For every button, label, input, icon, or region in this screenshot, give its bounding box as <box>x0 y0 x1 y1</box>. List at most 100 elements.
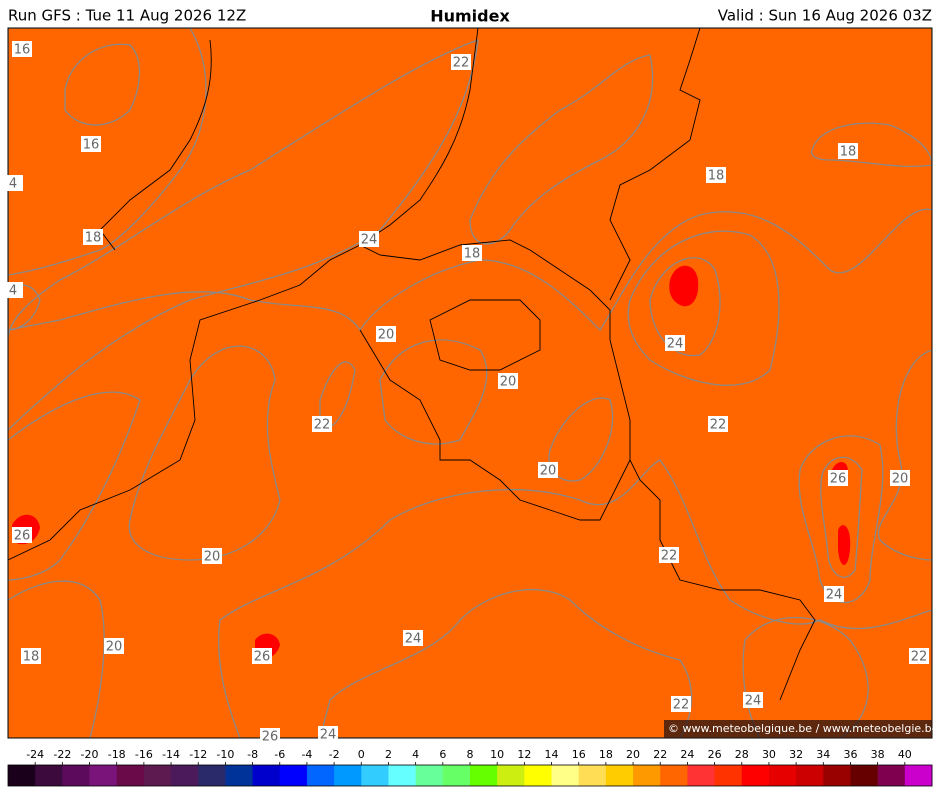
contour-labels: 16 16 4 18 4 22 24 18 18 18 20 24 20 22 22 20 26 20 26 20 22… <box>3 41 929 745</box>
color-swatch <box>714 765 743 786</box>
credit: © www.meteobelgique.be / www.meteobelgie… <box>668 722 939 735</box>
color-swatch <box>388 765 417 786</box>
label-box <box>312 416 332 432</box>
contour-label: 20 <box>378 328 395 343</box>
label-box <box>538 462 558 478</box>
colorbar-label: 22 <box>653 748 667 761</box>
colorbar-label: -12 <box>189 748 207 761</box>
map-frame <box>7 27 933 739</box>
label-box <box>824 586 844 602</box>
color-swatch <box>279 765 308 786</box>
color-swatch <box>415 765 444 786</box>
label-box <box>318 726 338 742</box>
color-swatch <box>578 765 607 786</box>
colorbar-label: -16 <box>135 748 153 761</box>
label-box <box>83 229 103 245</box>
color-swatch <box>877 765 906 786</box>
colorbar-label: 38 <box>871 748 885 761</box>
colorbar-label: -14 <box>162 748 180 761</box>
label-box <box>21 648 41 664</box>
colorbar-label: -4 <box>301 748 312 761</box>
colorbar-label: 14 <box>545 748 559 761</box>
contour-label: 4 <box>9 284 17 299</box>
colorbar-label: 8 <box>467 748 474 761</box>
contour-label: 24 <box>826 588 843 603</box>
colorbar-label: 10 <box>490 748 504 761</box>
contour-label: 20 <box>892 472 909 487</box>
color-swatch <box>524 765 553 786</box>
colorbar: -24 -22 -20 -18 -16 -14 -12 -10 -8 -6 -4 -2 0 2 4 6 8 10 1… <box>7 748 933 787</box>
label-box <box>12 41 32 57</box>
contour-label: 22 <box>453 56 470 71</box>
colorbar-label: 26 <box>708 748 722 761</box>
label-box <box>890 470 910 486</box>
colorbar-label: 28 <box>735 748 749 761</box>
color-swatch <box>551 765 580 786</box>
label-box <box>376 326 396 342</box>
contour-label: 18 <box>23 650 40 665</box>
color-swatch <box>306 765 335 786</box>
colorbar-label: 2 <box>385 748 392 761</box>
contour-label: 24 <box>405 632 422 647</box>
label-box <box>462 245 482 261</box>
contour-label: 18 <box>464 247 481 262</box>
label-box <box>3 175 23 191</box>
colorbar-label: -24 <box>26 748 44 761</box>
contour-label: 22 <box>661 549 678 564</box>
title: Humidex <box>430 7 510 26</box>
colorbar-label: 30 <box>762 748 776 761</box>
colorbar-label: 40 <box>898 748 912 761</box>
color-swatch <box>687 765 716 786</box>
label-box <box>665 335 685 351</box>
contour-label: 16 <box>83 138 100 153</box>
contour-label: 26 <box>830 472 847 487</box>
color-swatch <box>660 765 688 786</box>
color-swatch <box>823 765 851 786</box>
color-swatch <box>361 765 389 786</box>
color-swatch <box>143 765 172 786</box>
color-swatch <box>225 765 254 786</box>
run-label: Run GFS : Tue 11 Aug 2026 12Z <box>8 7 246 25</box>
colorbar-label: 34 <box>816 748 830 761</box>
color-swatch <box>796 765 824 786</box>
colorbar-label: 6 <box>439 748 446 761</box>
colorbar-label: 18 <box>599 748 613 761</box>
colorbar-label: -6 <box>274 748 285 761</box>
color-swatch <box>470 765 498 786</box>
colorbar-label: 12 <box>517 748 531 761</box>
color-swatch <box>497 765 525 786</box>
colorbar-label: -10 <box>216 748 234 761</box>
color-swatch <box>768 765 797 786</box>
contour-label: 18 <box>708 169 725 184</box>
label-box <box>838 143 858 159</box>
color-swatch <box>198 765 226 786</box>
contour-label: 4 <box>9 177 17 192</box>
contour-label: 26 <box>254 650 271 665</box>
color-swatch <box>252 765 281 786</box>
colorbar-label: 24 <box>680 748 694 761</box>
color-swatch <box>8 765 36 786</box>
contour-label: 16 <box>14 43 31 58</box>
label-box <box>828 470 848 486</box>
contour-label: 24 <box>745 694 762 709</box>
contour-label: 20 <box>540 464 557 479</box>
colorbar-label: -22 <box>53 748 71 761</box>
contour-label: 24 <box>361 233 378 248</box>
color-swatch <box>442 765 471 786</box>
label-box <box>260 728 280 744</box>
color-swatch <box>741 765 770 786</box>
contour-label: 22 <box>911 650 928 665</box>
color-swatch <box>62 765 91 786</box>
color-swatch <box>904 765 933 786</box>
colorbar-label: -18 <box>108 748 126 761</box>
contour-label: 18 <box>840 145 857 160</box>
color-swatch <box>605 765 634 786</box>
contour-label: 18 <box>85 231 102 246</box>
contour-label: 20 <box>204 550 221 565</box>
color-swatch <box>171 765 199 786</box>
color-swatch <box>89 765 118 786</box>
color-swatch <box>850 765 879 786</box>
contour-label: 22 <box>673 698 690 713</box>
